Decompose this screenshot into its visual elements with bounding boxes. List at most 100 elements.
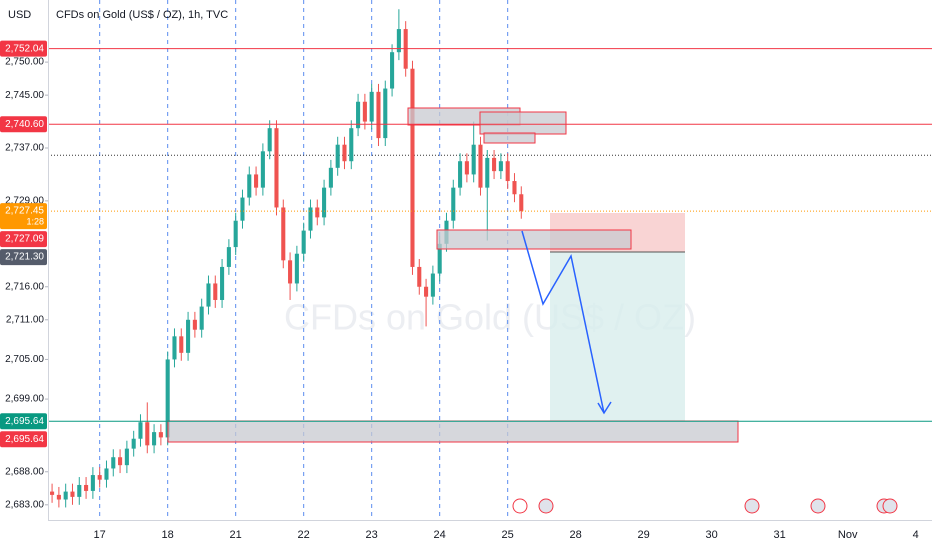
candle-body [247, 174, 252, 198]
candle-body [84, 484, 89, 491]
candle-body [138, 422, 143, 439]
x-tick-label: 24 [434, 529, 446, 541]
candle-body [77, 484, 82, 497]
candle-body [240, 197, 245, 221]
candle-body [90, 475, 95, 491]
x-tick-label: 21 [230, 529, 242, 541]
candle-body [430, 273, 435, 297]
candle-body [492, 157, 497, 172]
candle-body [131, 438, 136, 449]
candle-body [145, 422, 150, 446]
candle-body [233, 220, 238, 248]
candle-body [260, 151, 265, 188]
candle-body [410, 68, 415, 267]
candle-body [118, 457, 123, 466]
candle-body [50, 491, 55, 495]
candle-body [464, 161, 469, 175]
candle-body [56, 494, 61, 500]
candle-body [213, 283, 218, 300]
candle-body [308, 207, 313, 231]
candle-body [396, 29, 401, 53]
candle-body [294, 253, 299, 284]
x-tick-label: 18 [162, 529, 174, 541]
candle-body [254, 174, 259, 188]
y-tick-label: 2,688.00 [5, 466, 44, 477]
price-badge-bg [0, 249, 47, 266]
chart-title: CFDs on Gold (US$ / OZ), 1h, TVC [56, 9, 228, 21]
x-tick-label: 4 [913, 529, 919, 541]
price-badge: 2,740.60 [0, 116, 47, 133]
x-tick-label: 31 [774, 529, 786, 541]
candle-body [226, 247, 231, 267]
y-tick-label: 2,750.00 [5, 57, 44, 68]
zone [436, 229, 632, 250]
projection-arrow [521, 230, 605, 414]
y-tick-label: 2,716.00 [5, 281, 44, 292]
candle-body [199, 306, 204, 330]
price-badge-bg [0, 431, 47, 448]
candle-body [417, 266, 422, 287]
candle-body [104, 468, 109, 480]
price-axis [0, 0, 48, 550]
price-badge-label: 2,740.60 [5, 119, 44, 130]
candle-body [349, 128, 354, 162]
price-badge-label: 2,727.45 [5, 206, 44, 217]
candle-body [220, 266, 225, 300]
zone [479, 111, 567, 135]
candle-body [70, 491, 75, 497]
candle-body [458, 161, 463, 188]
time-axis [48, 520, 932, 550]
event-icons [512, 498, 898, 514]
candle-body [485, 157, 490, 188]
candle-body [124, 448, 129, 466]
candle-body [186, 319, 191, 353]
x-tick-label: 25 [502, 529, 514, 541]
drawings [48, 48, 932, 443]
candle-body [172, 336, 177, 360]
arrow-head [597, 401, 612, 415]
y-tick-label: 2,705.00 [5, 354, 44, 365]
candle-body [179, 336, 184, 353]
x-tick-label: Nov [838, 529, 858, 541]
event-icon [882, 498, 898, 514]
price-badge: 2,721.30 [0, 249, 47, 266]
candle-body [97, 475, 102, 480]
price-badge-label: 2,695.64 [5, 416, 44, 427]
candle-body [288, 260, 293, 284]
price-badge-label: 2,752.04 [5, 43, 44, 54]
countdown: 1:28 [26, 216, 44, 226]
candle-body [356, 101, 361, 129]
price-badge-label: 2,721.30 [5, 252, 44, 263]
x-tick-label: 28 [570, 529, 582, 541]
candle-body [281, 207, 286, 261]
price-badge-label: 2,695.64 [5, 434, 44, 445]
price-badge: 2,695.64 [0, 431, 47, 448]
target-zone [550, 252, 685, 421]
price-badge: 2,695.64 [0, 413, 47, 430]
price-badge: 2,752.04 [0, 40, 47, 57]
candle-body [158, 432, 163, 438]
candle-body [328, 167, 333, 188]
price-badge-label: 2,727.09 [5, 234, 44, 245]
candle-body [498, 161, 503, 172]
candle-body [383, 88, 388, 139]
event-icon [744, 498, 760, 514]
candle-body [342, 144, 347, 162]
y-tick-label: 2,745.00 [5, 90, 44, 101]
candle-body [512, 181, 517, 195]
candle-body [301, 230, 306, 254]
x-tick-label: 17 [94, 529, 106, 541]
candle-body [505, 161, 510, 182]
price-badge-bg [0, 231, 47, 248]
price-badge-bg [0, 116, 47, 133]
candle-body [471, 144, 476, 175]
candle-body [519, 194, 524, 212]
price-badge: 2,727.451:28 [0, 203, 47, 230]
candle-body [424, 286, 429, 297]
candle-body [63, 491, 68, 500]
zone [483, 132, 536, 144]
y-tick-label: 2,729.00 [5, 196, 44, 207]
candle-body [369, 91, 374, 122]
price-badge-bg [0, 413, 47, 430]
